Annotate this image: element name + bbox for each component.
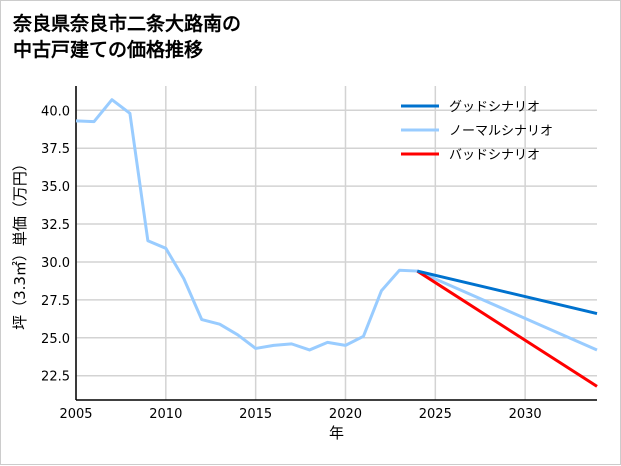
x-tick-label: 2005 [59,407,92,422]
x-tick-label: 2020 [329,407,362,422]
y-tick-label: 30.0 [41,256,70,271]
y-tick-label: 22.5 [41,370,70,385]
legend-label: バッドシナリオ [449,148,540,163]
x-tick-label: 2010 [149,407,182,422]
title-line-1: 奈良県奈良市二条大路南の [13,13,242,35]
x-tick-label: 2030 [509,407,542,422]
y-tick-label: 25.0 [41,332,70,347]
y-tick-label: 32.5 [41,218,70,233]
legend-label: グッドシナリオ [449,100,540,115]
y-axis-label: 坪（3.3㎡）単価（万円） [11,156,29,330]
y-tick-label: 37.5 [41,142,70,157]
series-line-0 [416,269,598,315]
chart-title: 奈良県奈良市二条大路南の 中古戸建ての価格推移 [13,11,241,63]
x-tick-label: 2015 [239,407,272,422]
title-line-2: 中古戸建ての価格推移 [13,39,204,61]
y-tick-label: 27.5 [41,294,70,309]
legend-label: ノーマルシナリオ [449,124,553,139]
y-tick-label: 35.0 [41,180,70,195]
series-line-2 [416,269,598,388]
x-tick-label: 2025 [419,407,452,422]
series-line-1 [75,98,598,352]
y-tick-label: 40.0 [41,104,70,119]
x-axis-label: 年 [329,424,344,442]
